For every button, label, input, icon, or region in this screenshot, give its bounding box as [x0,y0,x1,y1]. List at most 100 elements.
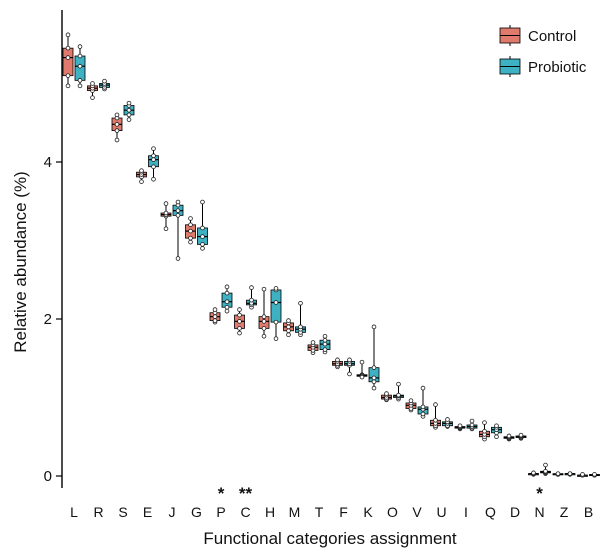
data-point [322,341,328,347]
x-tick-label: G [191,504,202,520]
data-point [237,330,242,336]
box-control-S [111,112,123,143]
data-point [188,228,193,234]
data-point [567,471,573,476]
box-probiotic-R [99,78,110,92]
box-control-T [307,340,319,356]
data-point [396,381,401,387]
box-control-V [405,398,417,413]
data-point [200,234,205,239]
data-point [200,242,205,247]
y-axis-label: Relative abundance (%) [11,171,30,352]
data-point [482,420,487,425]
data-point [237,312,242,318]
data-point [77,78,83,83]
data-point [371,324,377,330]
box-body [62,47,74,77]
data-point [212,307,218,312]
data-point [518,432,524,438]
legend-item-control: Control [499,25,576,46]
x-tick-label: D [510,504,520,520]
data-point [322,337,328,343]
data-point [65,45,71,51]
box-control-C [234,307,245,336]
data-point [420,385,426,391]
data-point [396,392,401,398]
data-point [175,213,181,218]
box-control-I [454,423,466,432]
data-point [224,304,230,310]
data-point [102,78,107,84]
box-control-M [283,318,294,338]
data-point [224,290,230,296]
box-control-Z [552,471,564,477]
data-point [371,375,377,381]
box-probiotic-G [197,199,208,251]
data-point [494,423,499,429]
data-point [200,199,205,205]
box-probiotic-J [172,199,184,261]
data-point [286,332,291,338]
data-point [580,472,585,477]
legend-label-probiotic: Probiotic [528,59,587,76]
box-control-R [87,81,98,100]
box-control-N [528,470,539,477]
data-point [384,391,389,396]
data-point [298,324,303,330]
data-point [371,379,377,385]
y-axis-ticks: 0 2 4 [44,154,62,485]
x-axis-ticks: LRSEJGPCHMTFKOVUIQDNZBA [70,504,593,520]
data-point [322,347,328,352]
data-point [237,319,242,324]
data-point [224,308,230,314]
box-probiotic-B [589,472,600,478]
data-point [151,176,156,182]
data-point [261,333,267,339]
box-probiotic-E [148,146,159,182]
data-point [77,44,83,49]
data-point [151,146,156,151]
x-tick-label: C [240,504,250,520]
box-probiotic-F [344,357,355,377]
box-probiotic-S [123,100,135,122]
data-point [359,374,365,380]
data-point [469,422,475,428]
data-point [188,222,193,228]
data-point [126,112,132,118]
box-probiotic-Q [491,423,502,440]
box-control-J [160,201,172,232]
data-point [420,411,426,417]
data-point [249,297,254,303]
box-probiotic-U [442,417,453,429]
data-point [224,284,230,290]
x-tick-label: N [534,504,544,520]
x-axis-label: Functional categories assignment [203,529,457,548]
box-control-P [209,307,221,325]
box-probiotic-L [74,44,86,89]
data-point [175,208,181,213]
data-point [163,210,169,216]
data-point [457,423,463,429]
data-point [200,246,205,251]
data-point [65,32,71,38]
data-point [273,286,279,291]
box-control-H [258,286,270,339]
data-point [188,235,193,241]
data-point [273,319,279,325]
data-point [506,433,512,439]
data-point [65,55,71,60]
data-point [151,153,156,159]
data-point [249,285,254,290]
data-point [335,357,340,363]
box-probiotic-D [515,432,527,441]
x-tick-label: O [387,504,398,520]
data-point [212,318,218,323]
box-probiotic-C [246,285,257,310]
data-point [114,128,120,133]
box-probiotic-T [319,333,331,355]
box-control-D [503,433,515,442]
data-point [90,81,95,86]
box-body [270,289,282,323]
significance-asterisk: ** [239,484,253,503]
x-tick-label: Z [560,504,569,520]
